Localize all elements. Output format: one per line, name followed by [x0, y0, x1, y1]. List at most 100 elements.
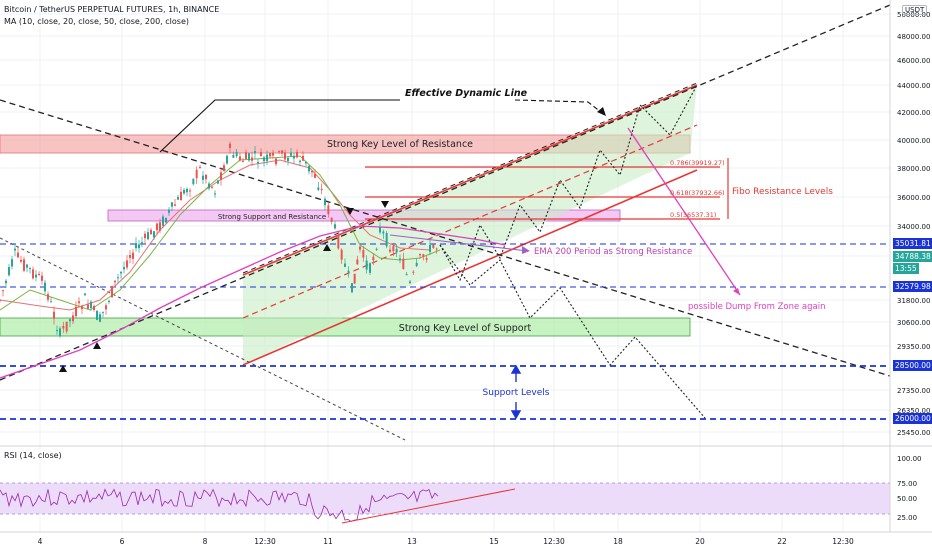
candle-body: [239, 156, 241, 161]
currency-badge[interactable]: USDT: [902, 5, 928, 15]
candle-body: [290, 152, 292, 156]
candle-body: [87, 304, 89, 309]
candle-body: [340, 249, 343, 260]
resistance-zone-label: Strong Key Level of Resistance: [327, 139, 473, 150]
candle-body: [23, 259, 25, 271]
candle-body: [369, 263, 371, 273]
time-tick-label: 18: [613, 537, 623, 546]
candle-body: [105, 305, 107, 310]
rsi-tick-label: 75.00: [897, 480, 917, 488]
rsi-trendline: [341, 488, 516, 524]
candle-body: [402, 258, 405, 270]
candle-body: [186, 188, 188, 193]
candle-body: [344, 263, 346, 267]
marker-up-icon: [59, 365, 67, 372]
candle-body: [422, 254, 425, 257]
dynamic-line-arrow: [159, 99, 400, 153]
price-axis[interactable]: 50000.00 48000.00 46000.00 44000.00 42000.00…: [897, 11, 930, 437]
candle-body: [174, 204, 176, 206]
candle-body: [275, 158, 277, 165]
ema-arrowhead-icon: [522, 246, 530, 254]
candle-body: [278, 151, 280, 153]
candle-body: [327, 205, 330, 215]
candle-body: [35, 274, 37, 278]
rsi-tick-label: 25.00: [897, 514, 917, 522]
price-tag: 26000.00: [893, 413, 932, 424]
long-trend-down: [0, 99, 891, 377]
candle-body: [8, 267, 10, 276]
rsi-line: [0, 488, 439, 522]
candle-body: [435, 248, 438, 250]
arrowhead-icon: [597, 107, 606, 116]
channel-upper: [242, 84, 698, 276]
candle-body: [337, 234, 340, 249]
candle-body: [317, 187, 320, 190]
candle-body: [117, 277, 119, 279]
candle-body: [96, 310, 98, 321]
candle-body: [415, 262, 418, 267]
candle-body: [356, 259, 359, 265]
candle-body: [153, 231, 155, 238]
channel-upper-dash: [242, 82, 698, 274]
dump-note-label: possible Dump From Zone again: [688, 302, 825, 312]
candle-body: [78, 301, 80, 304]
rsi-tick-label: 100.00: [897, 455, 922, 463]
support-resistance-zone: [107, 209, 621, 222]
candle-body: [75, 306, 77, 317]
candle-body: [129, 254, 131, 258]
candle-body: [248, 153, 250, 161]
candle-body: [199, 166, 201, 168]
time-tick-label: 15: [489, 537, 499, 546]
candle-body: [90, 301, 92, 308]
candle-body: [47, 294, 49, 300]
blue-levels: [0, 243, 890, 420]
candle-body: [17, 252, 19, 258]
candle-body: [159, 222, 161, 231]
ema-arrow: [389, 234, 529, 252]
rsi-band: [0, 483, 890, 514]
candle-body: [189, 190, 191, 192]
candle-body: [281, 150, 283, 154]
candle-body: [245, 152, 247, 160]
price-tag: 28500.00: [893, 360, 932, 371]
long-trend-up: [0, 4, 891, 381]
candle-body: [211, 186, 213, 188]
candle-body: [165, 217, 167, 223]
fib-lines: [365, 158, 729, 220]
fib-level-3: 0.5(36537.31): [670, 211, 716, 219]
candle-body: [347, 270, 350, 273]
candle-body: [14, 248, 16, 251]
ema200-line: [0, 225, 506, 379]
candle-body: [220, 172, 222, 180]
candle-body: [99, 314, 101, 322]
candle-body: [114, 280, 116, 283]
candle-body: [399, 258, 401, 260]
price-tag: 35031.81: [893, 238, 932, 249]
price-tick-label: 29350.00: [897, 343, 930, 351]
time-tick-label: 12:30: [254, 537, 276, 546]
candle-body: [20, 259, 22, 262]
candle-body: [385, 233, 388, 247]
time-axis[interactable]: 4 6 8 12:30 11 13 15 12:30 18 20 22 12:30: [38, 537, 854, 546]
candle-body: [254, 151, 256, 154]
indicator-label: MA (10, close, 20, close, 50, close, 200…: [4, 17, 189, 26]
candle-body: [102, 311, 104, 313]
candle-body: [266, 154, 268, 161]
candle-body: [405, 274, 408, 276]
candle-body: [168, 209, 170, 213]
candle-body: [0, 299, 1, 301]
channel-fill: [243, 85, 697, 365]
candle-body: [296, 151, 298, 158]
candle-body: [214, 193, 216, 195]
time-tick-label: 12:30: [543, 537, 565, 546]
candle-body: [382, 231, 385, 234]
rsi-tick-label: 50.00: [897, 495, 917, 503]
candle-body: [202, 175, 204, 180]
marker-up-icon: [93, 342, 101, 349]
price-tag: 34788.38: [893, 251, 932, 262]
candle-body: [409, 281, 411, 284]
candle-body: [372, 256, 375, 261]
support-levels-label: Support Levels: [483, 388, 550, 398]
dump-arrow: [627, 127, 741, 296]
